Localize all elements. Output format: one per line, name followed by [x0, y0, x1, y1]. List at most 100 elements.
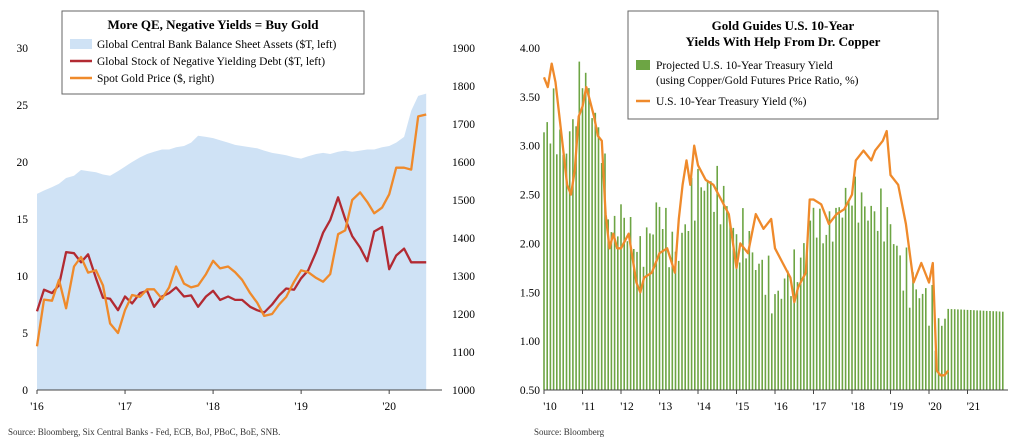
right-projected-bar — [815, 237, 818, 390]
right-projected-bar — [681, 232, 683, 390]
left-y2-tick-label: 1300 — [452, 271, 475, 283]
right-projected-bar — [950, 309, 953, 390]
right-projected-bar — [934, 350, 937, 390]
right-projected-bar — [665, 207, 667, 390]
left-y-tick-label: 5 — [22, 328, 28, 340]
left-assets-area — [37, 93, 427, 390]
right-projected-bar — [572, 119, 574, 390]
left-legend-label-negdebt: Global Stock of Negative Yielding Debt (… — [97, 55, 325, 68]
right-projected-bar — [793, 249, 795, 390]
right-x-tick-label: '16 — [774, 401, 788, 413]
left-y-tick-label: 30 — [17, 43, 29, 55]
right-x-tick-label: '17 — [813, 401, 827, 413]
right-projected-bar — [880, 188, 882, 390]
right-projected-bar — [828, 211, 831, 390]
right-projected-bar — [883, 241, 885, 390]
right-projected-bar — [549, 143, 552, 390]
right-y-tick-label: 2.00 — [520, 238, 540, 250]
right-projected-bar — [864, 206, 866, 390]
right-projected-bar — [668, 267, 670, 390]
left-x-tick-label: '17 — [118, 401, 132, 413]
right-projected-bar — [998, 311, 1001, 390]
right-projected-bar — [584, 72, 587, 391]
right-y-tick-label: 2.50 — [520, 190, 540, 202]
right-projected-bar — [925, 288, 927, 390]
right-projected-bar — [876, 230, 879, 390]
right-chart-title-line1: Gold Guides U.S. 10-Year — [712, 18, 855, 33]
left-x-tick-label: '18 — [206, 401, 220, 413]
right-projected-bar — [918, 298, 921, 390]
right-y-tick-label: 3.50 — [520, 92, 540, 104]
left-y2-tick-label: 1000 — [452, 385, 475, 397]
right-projected-bar — [633, 249, 635, 390]
left-y2-tick-label: 1600 — [452, 157, 475, 169]
left-legend-swatch-assets — [70, 39, 92, 49]
left-y2-tick-label: 1200 — [452, 309, 475, 321]
right-projected-bar — [742, 208, 744, 390]
right-projected-bar — [639, 236, 641, 390]
left-source-note: Source: Bloomberg, Six Central Banks - F… — [8, 427, 281, 437]
right-projected-bar — [908, 307, 911, 390]
right-projected-bar — [655, 202, 658, 390]
right-projected-bar — [1002, 311, 1004, 390]
left-y2-tick-label: 1900 — [452, 43, 475, 55]
right-projected-bar — [966, 309, 969, 390]
right-projected-bar — [889, 224, 892, 390]
right-projected-bar — [822, 243, 824, 390]
right-projected-bar — [623, 217, 625, 390]
right-projected-bar — [636, 251, 638, 390]
right-x-tick-label: '21 — [967, 401, 981, 413]
right-projected-bar — [947, 308, 949, 390]
right-projected-bar — [559, 129, 561, 390]
right-projected-bar — [677, 260, 680, 390]
right-projected-bar — [613, 215, 616, 390]
right-projected-bar — [764, 294, 767, 390]
right-projected-bar — [989, 311, 991, 390]
right-projected-bar — [902, 290, 905, 390]
right-projected-bar — [905, 247, 908, 390]
right-projected-bar — [713, 211, 715, 390]
left-y2-tick-label: 1400 — [452, 233, 475, 245]
left-negdebt-line — [35, 196, 427, 314]
right-projected-bar — [799, 257, 802, 390]
right-x-tick-label: '18 — [851, 401, 865, 413]
left-y-tick-label: 10 — [17, 271, 29, 283]
left-chart: 0 5 10 15 20 25 30 1000 1100 1200 1300 1400 1500 1600… — [17, 10, 475, 413]
right-projected-bar — [944, 318, 946, 390]
right-projected-bar — [992, 311, 994, 390]
left-y-tick-label: 25 — [17, 100, 29, 112]
right-projected-bar — [552, 88, 555, 391]
right-projected-bar — [780, 298, 783, 390]
right-projected-bar — [860, 192, 863, 390]
right-projected-bar — [674, 251, 677, 390]
right-projected-bar — [812, 207, 815, 390]
right-projected-bar — [886, 207, 889, 390]
left-y-tick-label: 20 — [17, 157, 29, 169]
right-projected-bar — [841, 217, 844, 390]
right-legend-box — [627, 10, 939, 120]
right-projected-bar — [896, 245, 898, 390]
right-projected-bar — [687, 231, 690, 390]
right-projected-bar — [931, 285, 933, 390]
right-projected-bar — [629, 217, 632, 390]
left-y2-tick-label: 1100 — [452, 347, 475, 359]
left-x-tick-label: '19 — [294, 401, 308, 413]
right-y-tick-label: 1.00 — [520, 336, 540, 348]
right-projected-bar — [726, 206, 728, 390]
right-projected-bar — [543, 132, 545, 391]
right-projected-bar — [661, 229, 664, 390]
right-legend-label-projected-1: Projected U.S. 10-Year Treasury Yield — [656, 60, 833, 72]
right-projected-bar — [796, 282, 799, 390]
right-projected-bar — [745, 258, 747, 390]
right-legend-label-projected-2: (using Copper/Gold Futures Price Ratio, … — [656, 75, 859, 87]
right-projected-bar — [697, 168, 699, 390]
right-legend-swatch-projected — [636, 60, 650, 70]
right-projected-bar — [652, 234, 654, 390]
right-projected-bar — [591, 118, 593, 390]
right-projected-bar — [751, 252, 754, 390]
right-projected-bar — [594, 112, 597, 391]
right-projected-bar — [758, 263, 760, 390]
right-projected-bar — [754, 270, 757, 390]
left-legend-box — [61, 10, 365, 95]
right-x-tick-label: '12 — [620, 401, 634, 413]
